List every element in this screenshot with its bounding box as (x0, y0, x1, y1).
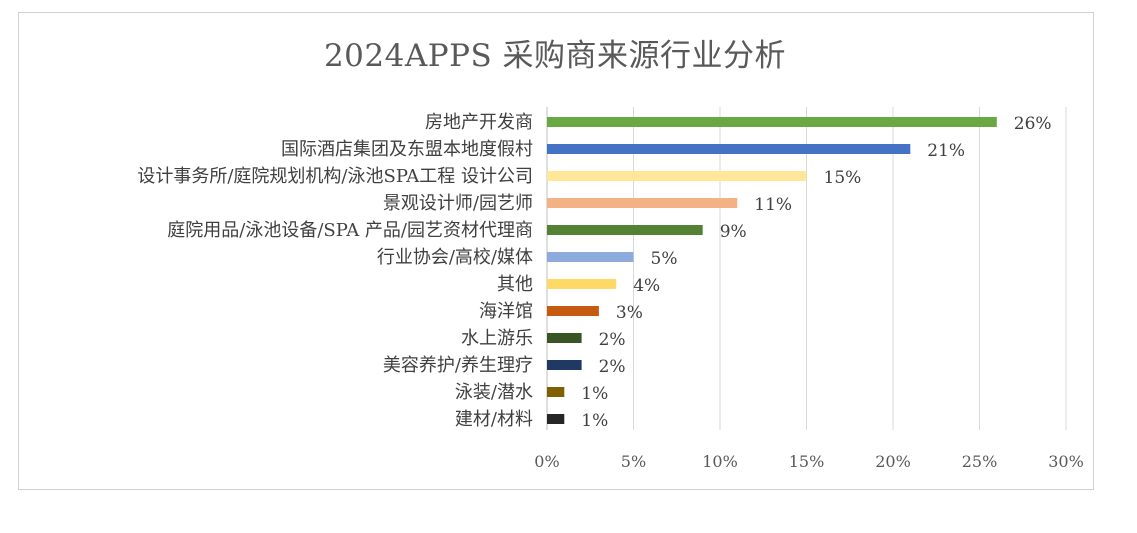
data-label: 2% (599, 330, 626, 350)
bar (547, 144, 911, 154)
bars-group (547, 117, 997, 424)
category-label: 行业协会/高校/媒体 (377, 247, 533, 268)
tick-label: 25% (962, 452, 998, 471)
category-label: 国际酒店集团及东盟本地度假村 (281, 139, 533, 160)
tick-label: 20% (875, 452, 911, 471)
data-label: 9% (720, 222, 747, 242)
bar (547, 171, 807, 181)
data-label: 11% (754, 195, 792, 215)
bar (547, 252, 634, 262)
x-tick-labels: 0% 5% 10% 15% 20% 25% 30% (534, 452, 1083, 471)
bar (547, 360, 582, 370)
data-label: 1% (581, 384, 608, 404)
category-label: 景观设计师/园艺师 (383, 193, 533, 214)
category-label: 建材/材料 (455, 409, 533, 430)
category-label: 水上游乐 (461, 328, 533, 349)
bar (547, 279, 617, 289)
chart-frame (18, 12, 1094, 490)
data-label: 21% (927, 141, 965, 161)
bar (547, 306, 599, 316)
chart-title: 2024APPS 采购商来源行业分析 (323, 38, 787, 74)
bar (547, 387, 565, 397)
data-label: 15% (824, 168, 862, 188)
data-label: 1% (581, 411, 608, 431)
category-label: 房地产开发商 (425, 112, 533, 133)
data-label: 3% (616, 303, 643, 323)
category-label: 设计事务所/庭院规划机构/泳池SPA工程 设计公司 (137, 166, 533, 187)
bar (547, 225, 703, 235)
category-label: 泳装/潜水 (455, 382, 533, 403)
bar (547, 117, 997, 127)
tick-label: 30% (1048, 452, 1084, 471)
value-labels: 26% 21% 15% 11% 9% 5% 4% 3% 2% 2% 1% 1% (581, 114, 1051, 431)
category-label: 美容养护/养生理疗 (383, 355, 533, 376)
category-label: 其他 (497, 274, 533, 295)
bar (547, 414, 565, 424)
tick-label: 0% (534, 452, 559, 471)
gridlines (633, 107, 1067, 430)
bar (547, 198, 738, 208)
tick-label: 10% (702, 452, 738, 471)
category-labels: 房地产开发商国际酒店集团及东盟本地度假村设计事务所/庭院规划机构/泳池SPA工程… (137, 112, 533, 430)
category-label: 海洋馆 (479, 301, 533, 322)
bar (547, 333, 582, 343)
data-label: 2% (599, 357, 626, 377)
data-label: 5% (651, 249, 678, 269)
tick-label: 15% (789, 452, 825, 471)
tick-label: 5% (621, 452, 646, 471)
data-label: 4% (633, 276, 660, 296)
category-label: 庭院用品/泳池设备/SPA 产品/园艺资材代理商 (167, 220, 533, 241)
data-label: 26% (1014, 114, 1052, 134)
